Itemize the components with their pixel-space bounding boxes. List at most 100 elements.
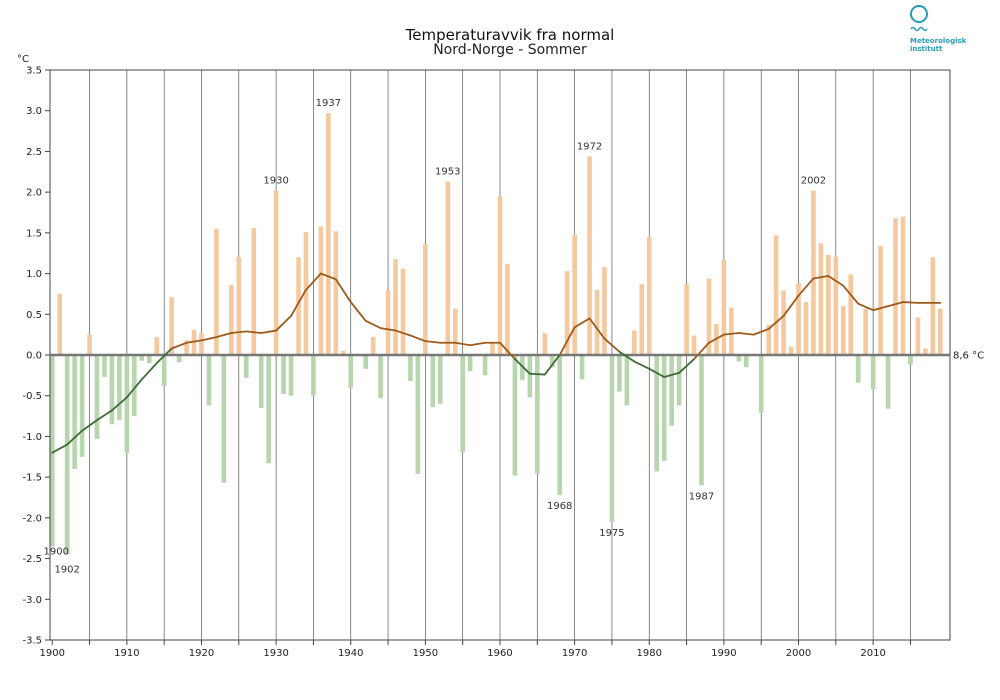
smooth-curve-segment bbox=[81, 419, 98, 432]
smooth-curve-segment bbox=[155, 347, 173, 365]
smooth-curve-segment bbox=[722, 332, 740, 336]
data-bar bbox=[848, 274, 854, 355]
x-tick-label: 1900 bbox=[40, 648, 65, 659]
smooth-curve-segment bbox=[185, 339, 203, 344]
data-bar bbox=[743, 355, 749, 368]
smooth-curve-segment bbox=[140, 362, 158, 381]
smooth-curve-segment bbox=[573, 317, 591, 329]
data-bar bbox=[400, 268, 406, 355]
data-bar bbox=[729, 307, 734, 355]
smooth-curve-segment bbox=[648, 367, 666, 378]
y-tick-label: 2.0 bbox=[26, 188, 42, 199]
y-tick-label: -3.0 bbox=[22, 595, 42, 606]
data-bar bbox=[758, 355, 764, 413]
data-bar bbox=[363, 355, 368, 369]
data-bar bbox=[878, 245, 883, 355]
smooth-curve-segment bbox=[842, 284, 860, 305]
chart-title: Temperaturavvik fra normal bbox=[405, 26, 615, 44]
y-tick-label: -2.5 bbox=[22, 554, 42, 565]
data-bar bbox=[161, 355, 167, 386]
data-bar bbox=[236, 257, 242, 355]
data-bar bbox=[699, 355, 704, 486]
data-bar bbox=[855, 355, 861, 383]
data-bar bbox=[199, 333, 204, 355]
data-bar bbox=[840, 306, 846, 355]
smooth-curve-segment bbox=[200, 336, 218, 342]
data-bar bbox=[221, 355, 227, 483]
data-bar bbox=[273, 190, 279, 355]
x-tick-label: 1930 bbox=[263, 648, 288, 659]
met-institute-logo: Meteorologisk institutt bbox=[910, 5, 967, 53]
data-bar bbox=[937, 308, 943, 355]
data-bar bbox=[102, 355, 107, 377]
data-bar bbox=[124, 355, 130, 453]
smooth-curve-segment bbox=[215, 332, 233, 338]
y-tick-label: -1.5 bbox=[22, 473, 42, 484]
smooth-curve-segment bbox=[767, 315, 785, 330]
smooth-curve-segment bbox=[857, 302, 875, 312]
smooth-curve-segment bbox=[111, 396, 128, 412]
smooth-curve-segment bbox=[409, 334, 427, 343]
smooth-curve-segment bbox=[812, 275, 830, 280]
annotation-label: 1975 bbox=[599, 528, 624, 539]
data-bar bbox=[579, 355, 585, 380]
data-bar bbox=[624, 355, 630, 406]
data-bar bbox=[676, 355, 682, 406]
smooth-curve-segment bbox=[364, 319, 382, 330]
data-bar bbox=[870, 355, 876, 390]
smooth-curve-segment bbox=[752, 328, 770, 336]
y-tick-label: -3.5 bbox=[22, 636, 42, 647]
data-bar bbox=[632, 330, 637, 355]
data-bar bbox=[811, 190, 816, 355]
data-bar bbox=[497, 196, 503, 355]
data-bar bbox=[437, 355, 443, 404]
baseline-label: 8,6 °C bbox=[953, 351, 984, 362]
data-bar bbox=[646, 236, 652, 355]
y-tick-label: 0.0 bbox=[26, 351, 42, 362]
smooth-curve-segment bbox=[66, 429, 83, 446]
data-bar bbox=[654, 355, 660, 472]
logo-text-line2: institutt bbox=[910, 45, 943, 53]
x-tick-label: 1960 bbox=[487, 648, 512, 659]
data-bar bbox=[594, 289, 600, 355]
y-tick-label: 1.0 bbox=[26, 269, 42, 280]
smooth-curve-segment bbox=[514, 358, 531, 375]
data-bar bbox=[736, 355, 742, 362]
data-bar bbox=[706, 278, 712, 355]
logo-wave-icon bbox=[910, 26, 928, 32]
smooth-curve-segment bbox=[349, 301, 367, 322]
smooth-curve-segment bbox=[633, 360, 651, 370]
data-bar bbox=[505, 263, 510, 355]
data-bar bbox=[564, 271, 570, 355]
data-bar bbox=[617, 355, 622, 392]
data-bar bbox=[669, 355, 674, 426]
data-bar bbox=[661, 355, 667, 461]
y-axis-unit-label: °C bbox=[17, 54, 29, 65]
data-bar bbox=[893, 218, 898, 355]
data-bar bbox=[385, 290, 391, 355]
y-tick-label: 3.5 bbox=[26, 66, 42, 77]
y-tick-label: 0.5 bbox=[26, 310, 42, 321]
data-bar bbox=[139, 355, 145, 361]
data-bar bbox=[467, 355, 473, 372]
smooth-curve-segment bbox=[275, 315, 292, 332]
data-bar bbox=[587, 156, 592, 355]
logo-text-line1: Meteorologisk bbox=[910, 37, 967, 45]
data-bar bbox=[773, 235, 779, 355]
data-bar bbox=[549, 355, 555, 368]
smooth-curve-layer bbox=[51, 272, 942, 454]
data-bar bbox=[49, 355, 55, 547]
data-bar bbox=[423, 244, 428, 355]
data-bar bbox=[542, 333, 548, 355]
data-bar bbox=[57, 293, 63, 355]
smooth-curve-segment bbox=[678, 358, 695, 374]
smooth-curve-segment bbox=[394, 329, 412, 337]
y-tick-label: 1.5 bbox=[26, 228, 42, 239]
y-tick-label: -2.0 bbox=[22, 513, 42, 524]
data-bar bbox=[393, 258, 398, 355]
data-bar bbox=[408, 355, 413, 382]
data-bar bbox=[326, 113, 331, 356]
data-bar bbox=[863, 308, 868, 355]
data-bar bbox=[833, 256, 839, 355]
data-bar bbox=[803, 302, 809, 355]
